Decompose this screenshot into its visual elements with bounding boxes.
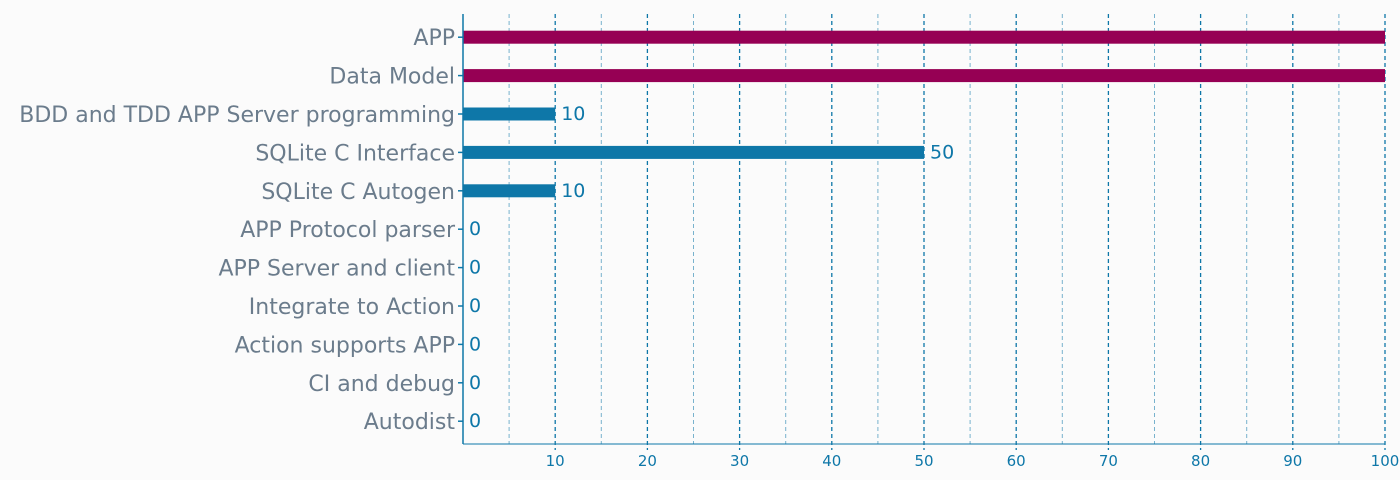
category-label: SQLite C Interface <box>255 141 455 166</box>
x-tick-label: 40 <box>822 452 841 470</box>
value-label: 0 <box>469 410 481 432</box>
value-label: 10 <box>561 103 585 125</box>
category-label: CI and debug <box>308 372 455 397</box>
bars <box>463 30 1385 198</box>
value-label: 0 <box>469 257 481 279</box>
bar <box>463 69 1385 83</box>
x-tick-label: 90 <box>1283 452 1302 470</box>
x-tick-label: 100 <box>1371 452 1400 470</box>
category-label: SQLite C Autogen <box>261 180 455 205</box>
axes <box>458 14 1385 445</box>
x-tick-label: 20 <box>638 452 657 470</box>
bar <box>463 145 924 159</box>
category-label: BDD and TDD APP Server programming <box>19 103 455 128</box>
grid-lines <box>508 14 1386 450</box>
category-label: Autodist <box>364 410 456 435</box>
value-label: 0 <box>469 218 481 240</box>
x-tick-label: 80 <box>1191 452 1210 470</box>
category-label: Data Model <box>329 65 455 90</box>
x-tick-label: 60 <box>1007 452 1026 470</box>
value-label: 0 <box>469 333 481 355</box>
bar <box>463 184 556 198</box>
value-label: 10 <box>561 180 585 202</box>
category-label: Action supports APP <box>235 333 455 358</box>
category-label: Integrate to Action <box>249 295 455 320</box>
bar <box>463 107 556 121</box>
category-label: APP <box>413 26 455 51</box>
x-tick-label: 10 <box>546 452 565 470</box>
x-tick-label: 50 <box>914 452 933 470</box>
x-tick-label: 30 <box>730 452 749 470</box>
category-label: APP Protocol parser <box>240 218 456 243</box>
category-label: APP Server and client <box>218 257 455 282</box>
value-label: 0 <box>469 295 481 317</box>
x-tick-label: 70 <box>1099 452 1118 470</box>
value-label: 0 <box>469 372 481 394</box>
bar <box>463 30 1385 44</box>
value-label: 50 <box>930 141 954 163</box>
